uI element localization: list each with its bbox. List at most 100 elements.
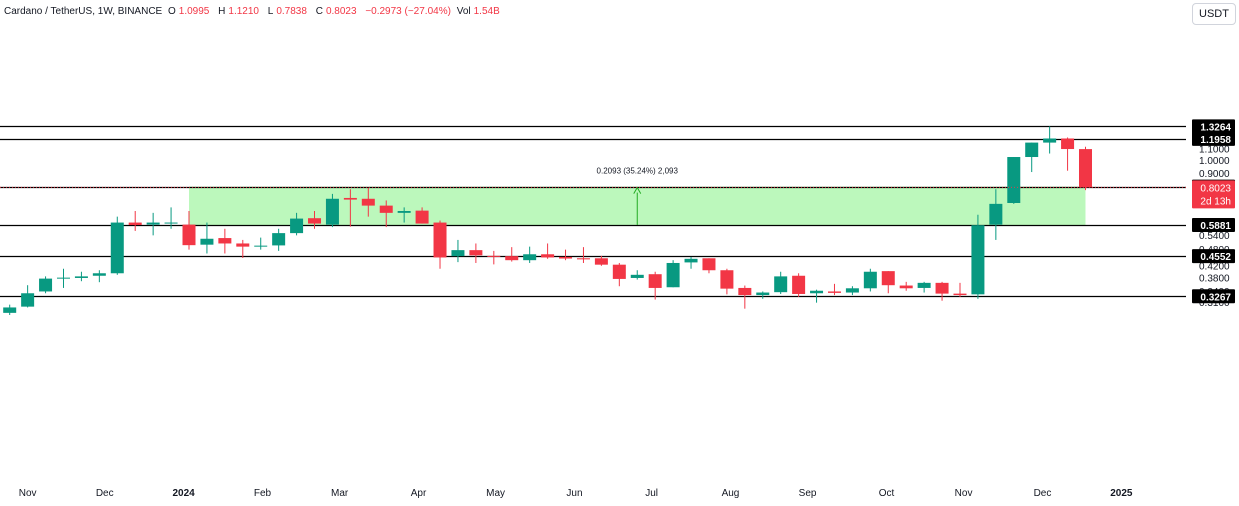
time-tick-label: May	[486, 488, 505, 499]
candle-body	[792, 275, 806, 294]
last-price-tag-label: 0.8023	[1200, 183, 1231, 194]
candle-body	[1025, 142, 1039, 158]
change-value: −0.2973 (−27.04%)	[365, 6, 451, 17]
time-tick-label: Sep	[799, 488, 817, 499]
price-tick-label: 0.3800	[1199, 273, 1230, 284]
candle-body	[774, 276, 788, 293]
candle-body	[576, 258, 590, 260]
candle-body	[971, 225, 985, 295]
measure-arrow-head	[633, 186, 642, 194]
level-price-tag	[1192, 217, 1235, 232]
candle-body	[1043, 138, 1057, 143]
candle-body	[218, 238, 232, 244]
candle-body	[594, 258, 608, 265]
level-price-tag	[1192, 289, 1235, 304]
time-tick-label: 2025	[1110, 488, 1133, 499]
time-tick-label: Dec	[1034, 488, 1052, 499]
candle-body	[236, 243, 250, 247]
candle-body	[343, 197, 357, 200]
close-label: C	[315, 6, 323, 17]
time-tick-label: Nov	[19, 488, 37, 499]
candle-body	[505, 256, 519, 261]
time-tick-label: Oct	[879, 488, 895, 499]
time-tick-label: Apr	[411, 488, 427, 499]
low-label: L	[267, 6, 274, 17]
candle-body	[863, 271, 877, 289]
symbol-label: Cardano / TetherUS, 1W, BINANCE	[4, 6, 163, 17]
close-value: 0.8023	[325, 6, 357, 17]
volume-value: 1.54B	[473, 6, 500, 17]
level-price-tag	[1192, 249, 1235, 264]
open-label: O	[168, 6, 176, 17]
candle-body	[397, 211, 411, 213]
high-value: 1.1210	[228, 6, 259, 17]
time-tick-label: Jul	[645, 488, 658, 499]
price-tick-label: 0.5400	[1199, 231, 1230, 242]
candle-body	[738, 287, 752, 296]
candle-body	[3, 307, 17, 313]
candle-body	[39, 278, 53, 292]
measure-label: 0.2093 (35.24%) 2,093	[597, 167, 679, 176]
candle-body	[415, 210, 429, 224]
last-price-tag	[1192, 180, 1235, 209]
candle-body	[146, 222, 160, 225]
level-price-tag	[1192, 119, 1235, 134]
candle-body	[612, 264, 626, 279]
candle-body	[325, 198, 339, 225]
candle-body	[433, 222, 447, 258]
candle-body	[684, 258, 698, 263]
candle-body	[523, 254, 537, 261]
candle-body	[128, 222, 142, 226]
time-tick-label: Jun	[566, 488, 582, 499]
candle-body	[290, 218, 304, 234]
candle-body	[254, 245, 268, 247]
candle-body	[21, 293, 35, 307]
candle-body	[110, 222, 124, 274]
countdown-label: 2d 13h	[1200, 196, 1231, 207]
candle-body	[899, 285, 913, 289]
candle-body	[56, 277, 70, 279]
candle-body	[881, 271, 895, 286]
candle-body	[917, 282, 931, 288]
candle-body	[487, 255, 501, 257]
price-tick-label: 1.0000	[1199, 156, 1230, 167]
candle-body	[541, 254, 555, 258]
candle-body	[630, 274, 644, 278]
price-tick-label: 0.4200	[1199, 261, 1230, 272]
candle-body	[308, 218, 322, 224]
candle-body	[272, 233, 286, 246]
candle-body	[845, 288, 859, 293]
time-tick-label: 2024	[172, 488, 195, 499]
price-tick-label: 0.9000	[1199, 169, 1230, 180]
chart-header: Cardano / TetherUS, 1W, BINANCE O 1.0995 …	[4, 6, 506, 17]
price-tick-label: 0.3100	[1199, 298, 1230, 309]
level-price-tag-label: 0.3267	[1200, 292, 1231, 303]
candle-body	[720, 270, 734, 289]
candle-body	[702, 258, 716, 271]
level-price-tag-label: 1.1958	[1200, 135, 1231, 146]
currency-unit-button[interactable]: USDT	[1192, 3, 1236, 25]
high-label: H	[218, 6, 226, 17]
volume-label: Vol	[456, 6, 471, 17]
candle-body	[1079, 149, 1092, 188]
candle-body	[182, 224, 196, 246]
candle-body	[379, 205, 393, 213]
candle-body	[559, 256, 573, 259]
candle-body	[953, 293, 967, 296]
candle-body	[756, 292, 770, 296]
level-price-tag-label: 1.3264	[1200, 122, 1231, 133]
level-price-tag-label: 0.5881	[1200, 221, 1231, 232]
level-price-tag-label: 0.4552	[1200, 252, 1231, 263]
price-tick-label: 1.1000	[1199, 145, 1230, 156]
candle-body	[1007, 157, 1021, 204]
level-price-tag	[1192, 131, 1235, 146]
candle-body	[1061, 138, 1075, 150]
candle-body	[361, 198, 375, 206]
time-tick-label: Aug	[722, 488, 740, 499]
candle-body	[666, 262, 680, 288]
candle-body	[827, 291, 841, 293]
candle-body	[451, 250, 465, 257]
time-tick-label: Dec	[96, 488, 114, 499]
time-tick-label: Feb	[254, 488, 272, 499]
